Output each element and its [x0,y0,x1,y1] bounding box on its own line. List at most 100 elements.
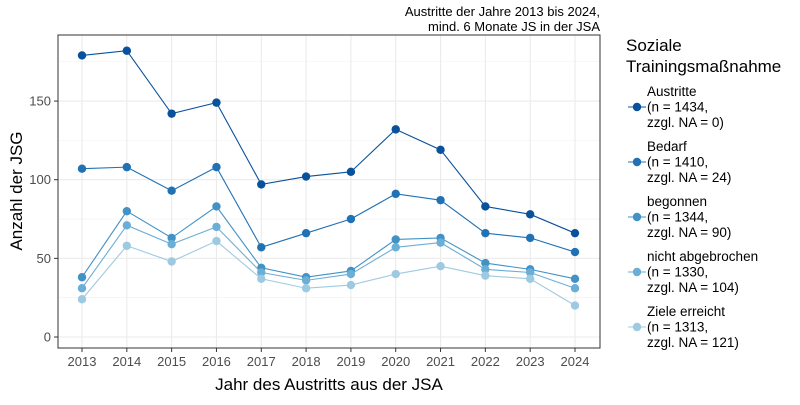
series-nicht-abgebrochen [77,221,580,293]
legend-label: Bedarf [647,139,687,154]
x-tick-label: 2016 [202,354,231,369]
legend-label: (n = 1434, [647,100,708,115]
legend-item: Bedarf(n = 1410,zzgl. NA = 24) [628,139,731,185]
data-point [346,214,356,224]
series-austritte [77,46,580,238]
data-point [481,258,490,268]
x-axis-label: Jahr des Austritts aus der JSA [215,375,443,394]
legend-item: Austritte(n = 1434,zzgl. NA = 0) [628,84,724,130]
data-point [77,164,87,173]
legend-label: (n = 1410, [647,155,708,170]
legend-key-point [632,102,642,112]
legend-label: nicht abgebrochen [647,249,758,264]
legend-label: (n = 1313, [647,320,708,335]
data-point [212,202,221,211]
data-point [346,280,356,290]
x-tick-label: 2014 [112,354,141,369]
x-tick-label: 2020 [381,354,410,369]
data-point [525,274,535,283]
series-line [81,166,576,253]
data-point [570,274,580,283]
data-point [122,206,132,216]
data-point [167,186,176,195]
title-line: mind. 6 Monate JS in der JSA [428,19,600,34]
data-point [525,233,535,243]
x-tick-label: 2024 [561,354,590,369]
legend-label: zzgl. NA = 24) [647,170,731,185]
series-line [81,50,576,234]
series-bedarf [77,162,580,257]
data-point [391,125,400,134]
data-point [481,271,490,280]
legend-key-point [632,212,642,222]
x-tick-label: 2018 [292,354,321,369]
data-point [122,162,132,172]
grid [58,35,600,348]
data-point [481,265,490,274]
data-point [301,284,311,293]
legend-title: Trainingsmaßnahme [626,57,781,76]
y-tick-label: 50 [37,251,51,266]
chart-title: Austritte der Jahre 2013 bis 2024,mind. … [405,4,600,34]
series-line [81,224,576,289]
y-tick-label: 100 [29,172,51,187]
data-point [525,210,535,219]
series-line [81,205,576,280]
data-point [391,243,400,252]
y-tick-label: 0 [44,329,51,344]
x-tick-label: 2021 [426,354,455,369]
legend-key-point [632,267,642,277]
data-point [167,257,176,266]
data-point [525,268,535,277]
data-point [257,268,266,277]
data-point [122,46,132,55]
legend-label: (n = 1344, [647,210,708,225]
legend-title: Soziale [626,36,682,55]
legend-label: zzgl. NA = 121) [647,335,739,350]
series-group [77,46,580,310]
data-point [167,109,176,118]
data-point [481,228,490,238]
legend-key-point [632,157,642,167]
data-point [257,243,266,252]
data-point [570,247,580,257]
legend-label: zzgl. NA = 90) [647,225,731,240]
x-tick-label: 2022 [471,354,500,369]
legend-label: zzgl. NA = 104) [647,280,739,295]
plot-panel-border [57,34,601,349]
data-point [122,241,132,250]
data-point [212,162,221,172]
data-point [257,180,266,189]
data-point [436,238,445,247]
data-point [346,269,356,279]
data-point [301,276,311,285]
data-point [346,167,356,177]
data-point [167,233,176,243]
data-point [570,228,580,238]
data-point [77,273,87,282]
data-point [77,284,87,293]
title-line: Austritte der Jahre 2013 bis 2024, [405,4,600,19]
data-point [391,269,400,279]
y-axis-label: Anzahl der JSG [7,131,26,250]
data-point [436,262,445,271]
series-line [81,240,576,307]
data-point [570,284,580,293]
data-point [570,301,580,310]
legend-item: nicht abgebrochen(n = 1330,zzgl. NA = 10… [628,249,758,295]
legend-label: zzgl. NA = 0) [647,115,724,130]
x-tick-label: 2013 [68,354,97,369]
legend-key-point [632,322,642,332]
legend-label: Austritte [647,84,697,99]
axes: 0 50 100 150 2013 2014 2015 2016 2017 2018 2019 202… [29,94,589,369]
data-point [212,222,221,232]
data-point [122,221,132,230]
plot-panel [58,35,600,348]
legend-label: (n = 1330, [647,265,708,280]
x-tick-label: 2019 [336,354,365,369]
series-ziele-erreicht [77,236,580,310]
data-point [167,239,176,249]
data-point [212,236,221,246]
legend-label: begonnen [647,194,707,209]
